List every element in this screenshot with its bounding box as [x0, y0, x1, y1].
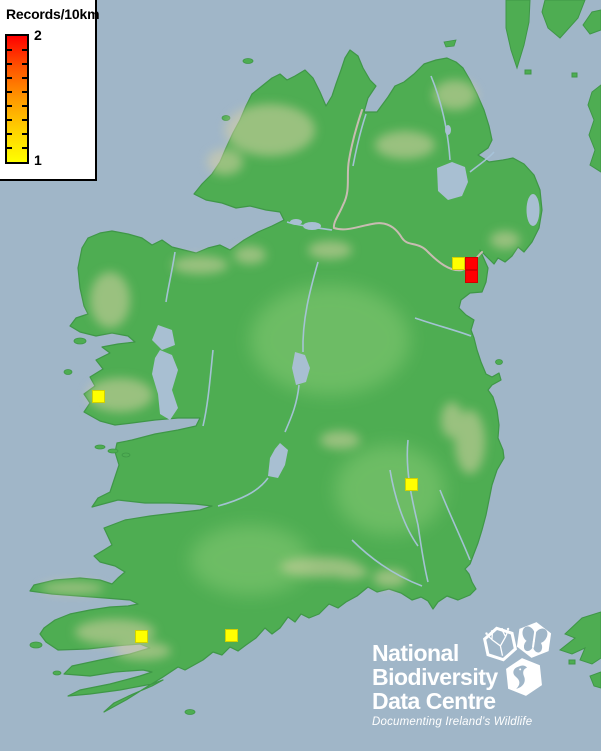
lough-erne-lower — [290, 219, 302, 225]
legend-tick — [22, 146, 27, 149]
scotland-coast — [505, 0, 601, 173]
record-square[interactable] — [92, 390, 105, 403]
legend-tick — [22, 133, 27, 135]
nbdc-logo-hexagons — [482, 622, 552, 696]
legend-tick — [7, 133, 12, 135]
logo-line-2: Biodiversity — [372, 664, 498, 690]
legend-tick — [7, 62, 12, 65]
legend-gradient-bar — [5, 34, 29, 164]
logo-line-3: Data Centre — [372, 688, 496, 714]
ni-border-line — [332, 109, 483, 272]
records-legend: Records/10km 2 1 — [0, 0, 100, 181]
islands — [29, 39, 503, 715]
record-square[interactable] — [405, 478, 418, 491]
legend-tick — [22, 90, 27, 93]
lough-ree — [292, 352, 310, 385]
lough-erne — [303, 222, 321, 230]
logo-tagline: Documenting Ireland’s Wildlife — [372, 716, 533, 728]
record-square[interactable] — [135, 630, 148, 643]
lough-neagh — [437, 162, 468, 200]
lough-corrib — [152, 350, 178, 420]
lough-mask — [152, 325, 175, 350]
legend-tick — [22, 76, 27, 79]
seahorse-hexagon-icon — [506, 658, 542, 696]
relief-shading — [190, 285, 445, 595]
butterfly-hexagon-icon — [516, 622, 552, 658]
legend-tick — [7, 105, 12, 107]
record-square[interactable] — [225, 629, 238, 642]
legend-max-label: 2 — [34, 27, 42, 43]
legend-tick — [7, 76, 12, 79]
legend-tick — [7, 48, 12, 51]
logo-line-1: National — [372, 640, 459, 666]
record-square[interactable] — [465, 270, 478, 283]
nbdc-logo: National Biodiversity Data Centre Docume… — [372, 641, 532, 728]
legend-tick — [22, 105, 27, 107]
legend-tick — [7, 146, 12, 149]
legend-tick — [22, 118, 27, 121]
legend-tick — [7, 118, 12, 121]
legend-tick — [7, 90, 12, 93]
legend-title: Records/10km — [6, 6, 100, 22]
legend-min-label: 1 — [34, 152, 42, 168]
record-square[interactable] — [452, 257, 465, 270]
mountain-highlights — [40, 80, 520, 660]
lough-derg — [268, 443, 288, 478]
lakes — [152, 125, 540, 478]
tree-hexagon-icon — [482, 626, 518, 662]
rivers — [165, 75, 495, 587]
legend-tick — [22, 48, 27, 51]
legend-tick — [22, 62, 27, 65]
wales-coast — [558, 611, 601, 689]
strangford-lough — [526, 194, 540, 226]
record-square[interactable] — [465, 257, 478, 270]
